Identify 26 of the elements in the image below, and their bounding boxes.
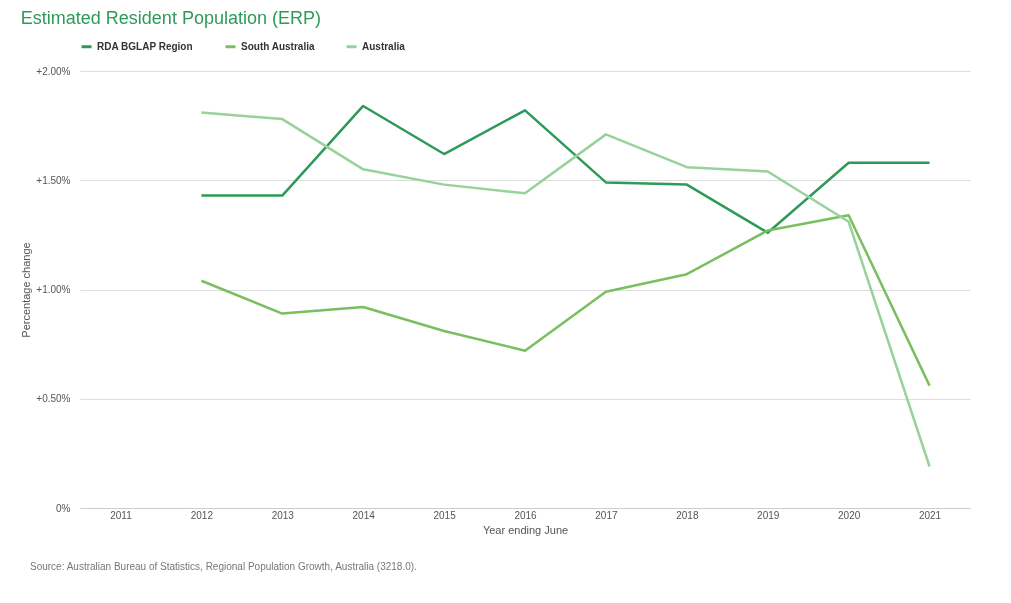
y-tick-label: 0% bbox=[56, 502, 71, 514]
x-tick-label: 2018 bbox=[676, 509, 699, 521]
chart-title: Estimated Resident Population (ERP) bbox=[20, 8, 321, 28]
y-axis-title: Percentage change bbox=[20, 242, 33, 338]
x-tick-label: 2013 bbox=[271, 509, 295, 521]
source-note: Source: Australian Bureau of Statistics, Regional Population Growth, Australia (3218.0). bbox=[30, 561, 418, 572]
x-tick-label: 2019 bbox=[757, 509, 780, 521]
x-tick-label: 2014 bbox=[352, 509, 376, 521]
x-tick-label: 2011 bbox=[110, 509, 133, 521]
y-tick-label: +1.50% bbox=[36, 174, 71, 186]
line-series bbox=[200, 111, 931, 468]
y-tick-label: +1.00% bbox=[36, 284, 71, 295]
x-tick-label: 2015 bbox=[433, 509, 457, 521]
y-tick-label: +0.50% bbox=[36, 393, 71, 405]
x-tick-label: 2021 bbox=[918, 509, 942, 521]
x-tick-label: 2016 bbox=[514, 509, 538, 521]
line-series bbox=[200, 213, 931, 387]
x-tick-label: 2017 bbox=[595, 509, 618, 521]
legend-label: Australia bbox=[362, 40, 406, 52]
x-axis-title: Year ending June bbox=[482, 523, 569, 536]
x-tick-label: 2012 bbox=[190, 509, 214, 521]
line-series bbox=[200, 104, 931, 234]
y-tick-label: +2.00% bbox=[36, 65, 71, 77]
x-tick-label: 2020 bbox=[838, 509, 861, 521]
legend-label: RDA BGLAP Region bbox=[97, 40, 193, 52]
legend-label: South Australia bbox=[241, 40, 315, 52]
